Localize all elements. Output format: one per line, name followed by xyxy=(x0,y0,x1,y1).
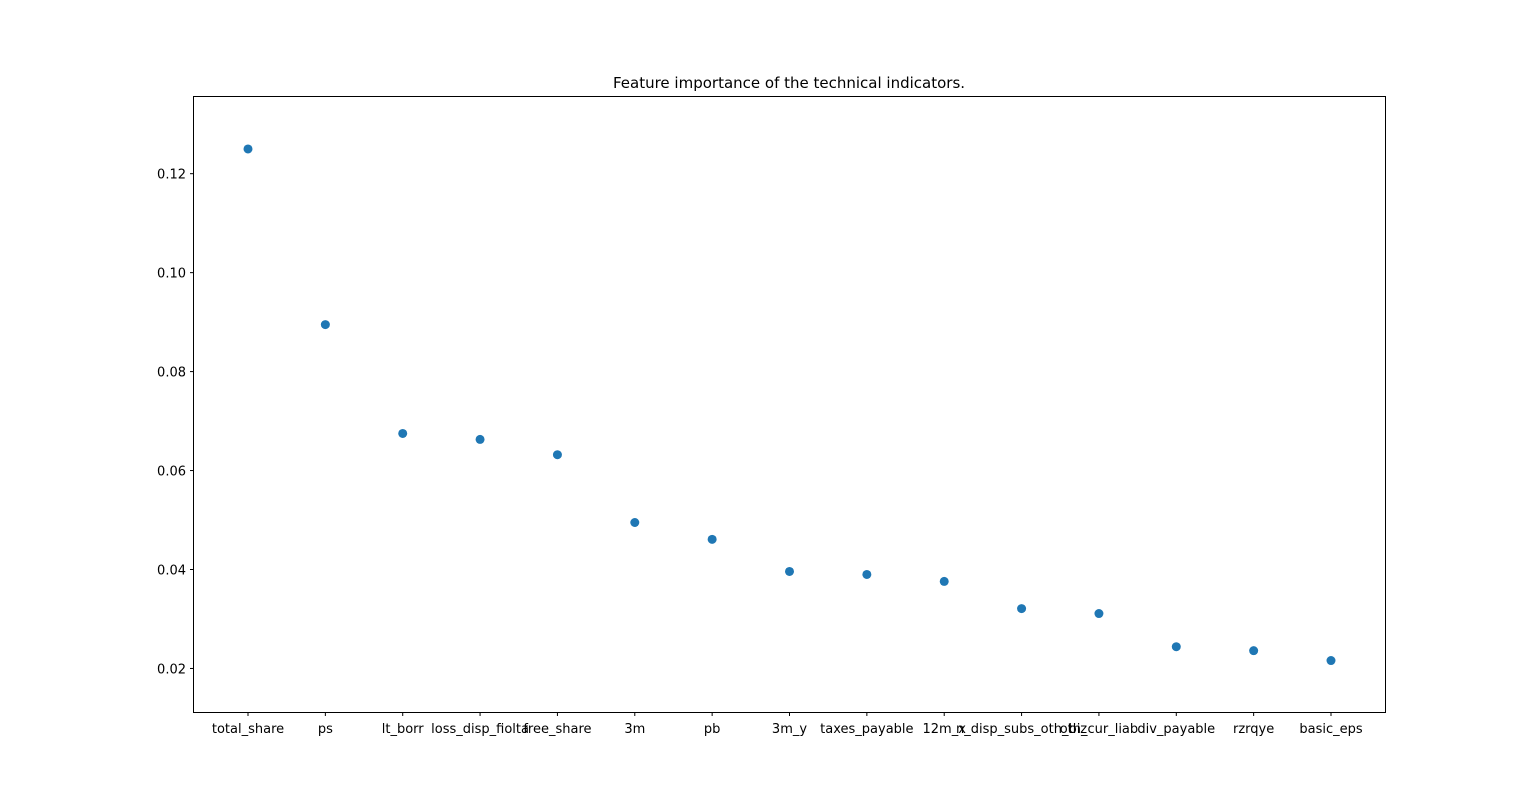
data-point xyxy=(1017,604,1027,614)
x-tick-label: total_share xyxy=(212,722,284,737)
x-tick-label: free_share xyxy=(523,722,591,737)
y-tick-label: 0.04 xyxy=(157,564,186,579)
data-point xyxy=(707,534,717,544)
data-point xyxy=(1094,609,1104,619)
chart-title: Feature importance of the technical indi… xyxy=(613,74,965,92)
y-tick-label: 0.10 xyxy=(157,267,186,282)
x-tick-label: 3m_y xyxy=(772,722,807,737)
y-tick-label: 0.02 xyxy=(157,662,186,677)
x-tick-label: basic_eps xyxy=(1299,722,1363,737)
x-tick-label: 12m_x xyxy=(923,722,967,737)
x-tick-label: 3m xyxy=(624,722,645,737)
plot-area-frame xyxy=(193,96,1386,713)
x-tick-label: lt_borr xyxy=(382,722,425,737)
y-tick-label: 0.08 xyxy=(157,366,186,381)
data-point xyxy=(552,450,562,460)
x-tick-label: pb xyxy=(704,722,721,737)
y-tick-label: 0.06 xyxy=(157,465,186,480)
x-tick-label: div_payable xyxy=(1137,722,1215,737)
data-point xyxy=(785,566,794,576)
data-point xyxy=(630,518,640,528)
x-tick-label: loss_disp_fiolta xyxy=(431,722,529,737)
data-point xyxy=(398,428,408,438)
x-axis: total_share ps lt_borr loss_disp_fioltafree… xyxy=(212,712,1363,737)
data-point xyxy=(320,320,330,330)
data-point xyxy=(862,569,872,579)
x-tick-label: rzrqye xyxy=(1233,722,1274,737)
data-point xyxy=(243,144,253,154)
data-point xyxy=(475,434,485,444)
y-axis: 0.02 0.04 0.06 0.08 0.10 0.12 xyxy=(157,168,194,677)
data-point xyxy=(1249,646,1259,656)
x-tick-label: oth_cur_liab xyxy=(1060,722,1138,737)
data-point xyxy=(939,576,949,586)
data-point xyxy=(1171,642,1181,652)
x-tick-label: n_disp_subs_oth_biz xyxy=(956,722,1087,737)
data-point xyxy=(1326,656,1336,666)
data-points xyxy=(243,144,1336,666)
x-tick-label: ps xyxy=(318,722,333,737)
y-tick-label: 0.12 xyxy=(157,168,186,183)
x-tick-label: taxes_payable xyxy=(820,722,913,737)
